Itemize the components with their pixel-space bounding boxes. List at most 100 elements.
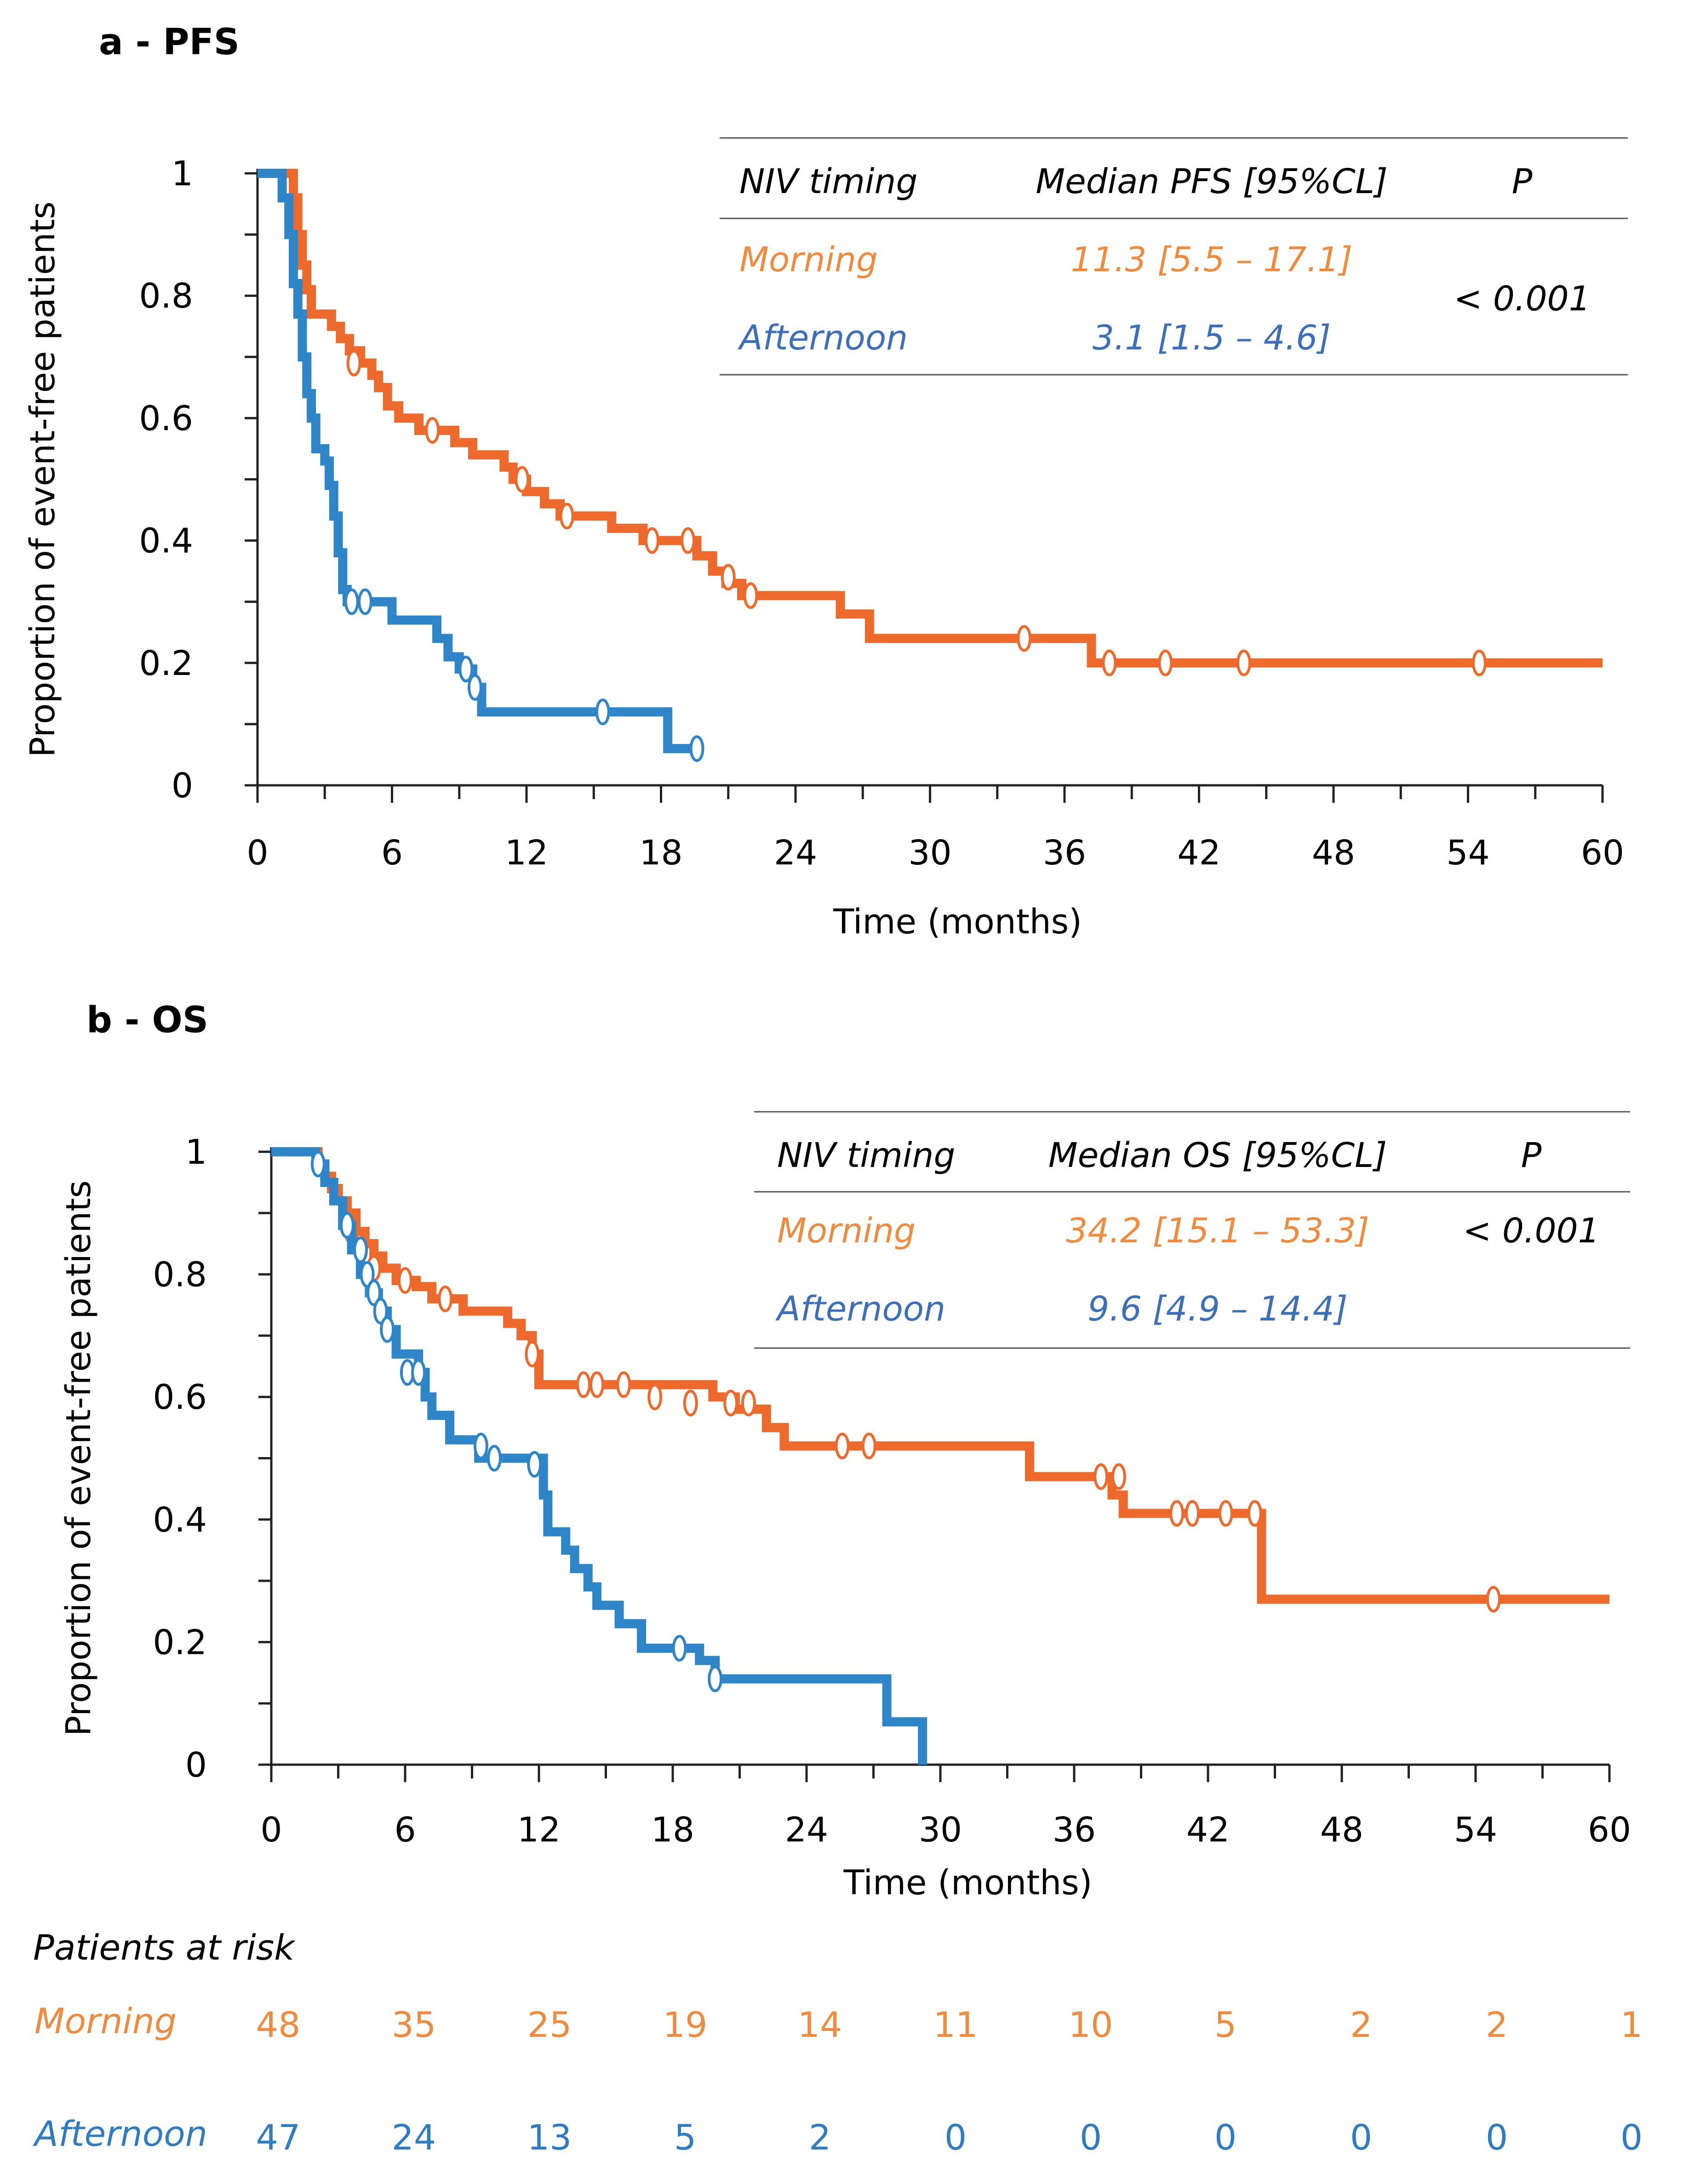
censor-mark-morning bbox=[1185, 1500, 1200, 1527]
table-median-afternoon: 9.6 [4.9 – 14.4] bbox=[1088, 1289, 1347, 1329]
x-tick-label: 6 bbox=[394, 1810, 416, 1850]
survival-curve-afternoon bbox=[258, 169, 697, 754]
censor-mark-afternoon bbox=[672, 1635, 687, 1662]
censor-mark-morning bbox=[515, 466, 530, 493]
risk-count-morning: 25 bbox=[527, 2004, 572, 2045]
censor-mark-morning bbox=[1158, 649, 1173, 676]
risk-count-afternoon: 5 bbox=[674, 2117, 696, 2158]
y-tick-label: 0.8 bbox=[153, 1255, 207, 1295]
risk-row-label-afternoon: Afternoon bbox=[32, 2113, 207, 2154]
risk-count-morning: 2 bbox=[1350, 2004, 1372, 2045]
censor-mark-morning bbox=[723, 1389, 738, 1417]
censor-mark-afternoon bbox=[366, 1279, 382, 1306]
risk-count-morning: 14 bbox=[798, 2004, 842, 2045]
table-group-afternoon: Afternoon bbox=[738, 318, 908, 358]
table-header-p: P bbox=[1512, 162, 1533, 201]
risk-count-afternoon: 47 bbox=[256, 2117, 301, 2158]
censor-mark-morning bbox=[1102, 649, 1117, 676]
censor-mark-afternoon bbox=[339, 1212, 355, 1239]
censor-mark-morning bbox=[1236, 649, 1251, 676]
x-tick-label: 42 bbox=[1177, 833, 1220, 873]
censor-mark-morning bbox=[743, 582, 758, 609]
survival-curve-morning bbox=[258, 169, 1603, 668]
table-header-p: P bbox=[1521, 1136, 1542, 1175]
y-axis-label: Proportion of event-free patients bbox=[23, 201, 63, 757]
censor-mark-afternoon bbox=[527, 1451, 542, 1478]
table-median-morning: 11.3 [5.5 – 17.1] bbox=[1071, 240, 1353, 280]
censor-mark-afternoon bbox=[344, 588, 359, 615]
x-tick-label: 18 bbox=[639, 833, 682, 873]
table-group-morning: Morning bbox=[739, 240, 878, 280]
x-tick-label: 30 bbox=[919, 1810, 962, 1850]
censor-mark-afternoon bbox=[310, 1150, 326, 1178]
y-axis-label: Proportion of event-free patients bbox=[59, 1180, 98, 1736]
censor-mark-afternoon bbox=[411, 1359, 426, 1386]
table-group-morning: Morning bbox=[777, 1211, 916, 1251]
risk-count-afternoon: 0 bbox=[1214, 2117, 1236, 2158]
x-tick-label: 18 bbox=[651, 1810, 694, 1850]
table-p-value: < 0.001 bbox=[1454, 279, 1590, 319]
x-tick-label: 12 bbox=[505, 833, 548, 873]
y-tick-label: 0.4 bbox=[153, 1500, 207, 1540]
censor-mark-afternoon bbox=[595, 698, 610, 726]
x-tick-label: 6 bbox=[381, 833, 403, 873]
risk-count-morning: 35 bbox=[392, 2004, 436, 2045]
censor-mark-morning bbox=[741, 1389, 756, 1417]
table-header-group: NIV timing bbox=[739, 162, 917, 201]
censor-mark-afternoon bbox=[467, 674, 482, 701]
censor-mark-morning bbox=[1111, 1463, 1126, 1490]
x-tick-label: 36 bbox=[1053, 1810, 1096, 1850]
censor-mark-morning bbox=[1169, 1500, 1185, 1527]
censor-mark-morning bbox=[438, 1285, 453, 1312]
censor-mark-afternoon bbox=[708, 1665, 723, 1692]
risk-count-afternoon: 2 bbox=[809, 2117, 831, 2158]
risk-count-morning: 19 bbox=[663, 2004, 708, 2045]
censor-mark-afternoon bbox=[373, 1298, 388, 1325]
survival-curve-morning bbox=[271, 1147, 1609, 1604]
y-tick-label: 0.6 bbox=[139, 399, 193, 438]
censor-mark-morning bbox=[683, 1389, 698, 1417]
x-axis-label: Time (months) bbox=[843, 1863, 1092, 1903]
x-tick-label: 36 bbox=[1043, 833, 1086, 873]
censor-mark-morning bbox=[721, 564, 736, 591]
risk-count-morning: 11 bbox=[933, 2004, 978, 2045]
censor-mark-morning bbox=[1093, 1463, 1109, 1490]
chart-panel-os: b - OS 0 6 12 18 24 30 36 42 48 54 60 0 0.2 0.4 0.6 0.8 1… bbox=[59, 1000, 1631, 1903]
table-header-median: Median OS [95%CL] bbox=[1048, 1136, 1387, 1175]
x-tick-label: 60 bbox=[1588, 1810, 1631, 1850]
y-tick-label: 0.2 bbox=[153, 1623, 207, 1662]
risk-count-morning: 5 bbox=[1214, 2004, 1236, 2045]
risk-count-afternoon: 0 bbox=[1620, 2117, 1643, 2158]
x-tick-label: 54 bbox=[1446, 833, 1489, 873]
risk-count-afternoon: 13 bbox=[527, 2117, 572, 2158]
y-tick-label: 0.2 bbox=[139, 644, 193, 683]
x-tick-label: 12 bbox=[517, 1810, 561, 1850]
censor-mark-morning bbox=[1486, 1586, 1501, 1613]
x-tick-label: 24 bbox=[774, 833, 817, 873]
censor-mark-morning bbox=[525, 1340, 540, 1367]
censor-mark-morning bbox=[1017, 625, 1032, 652]
risk-count-morning: 48 bbox=[256, 2004, 301, 2045]
censor-mark-morning bbox=[616, 1371, 631, 1398]
censor-mark-morning bbox=[1247, 1500, 1262, 1527]
table-p-value: < 0.001 bbox=[1463, 1211, 1599, 1251]
x-tick-label: 30 bbox=[908, 833, 951, 873]
censor-mark-afternoon bbox=[487, 1445, 502, 1472]
censor-mark-afternoon bbox=[380, 1316, 395, 1343]
censor-mark-afternoon bbox=[689, 735, 704, 762]
risk-count-afternoon: 0 bbox=[1350, 2117, 1372, 2158]
risk-count-afternoon: 0 bbox=[945, 2117, 967, 2158]
chart-panel-pfs: a - PFS 0 6 12 18 24 30 36 42 48 54 60 0 0.2 0.4 0.6 0.8… bbox=[23, 22, 1628, 942]
censor-mark-morning bbox=[559, 503, 574, 530]
panel-title: a - PFS bbox=[99, 22, 240, 63]
censor-mark-afternoon bbox=[353, 1236, 368, 1264]
censor-mark-afternoon bbox=[358, 588, 372, 615]
x-tick-label: 48 bbox=[1312, 833, 1355, 873]
censor-mark-morning bbox=[576, 1371, 591, 1398]
x-axis-label: Time (months) bbox=[833, 902, 1082, 942]
x-tick-label: 60 bbox=[1581, 833, 1624, 873]
x-tick-label: 42 bbox=[1186, 1810, 1230, 1850]
table-header-group: NIV timing bbox=[777, 1136, 955, 1175]
censor-mark-morning bbox=[398, 1267, 412, 1294]
